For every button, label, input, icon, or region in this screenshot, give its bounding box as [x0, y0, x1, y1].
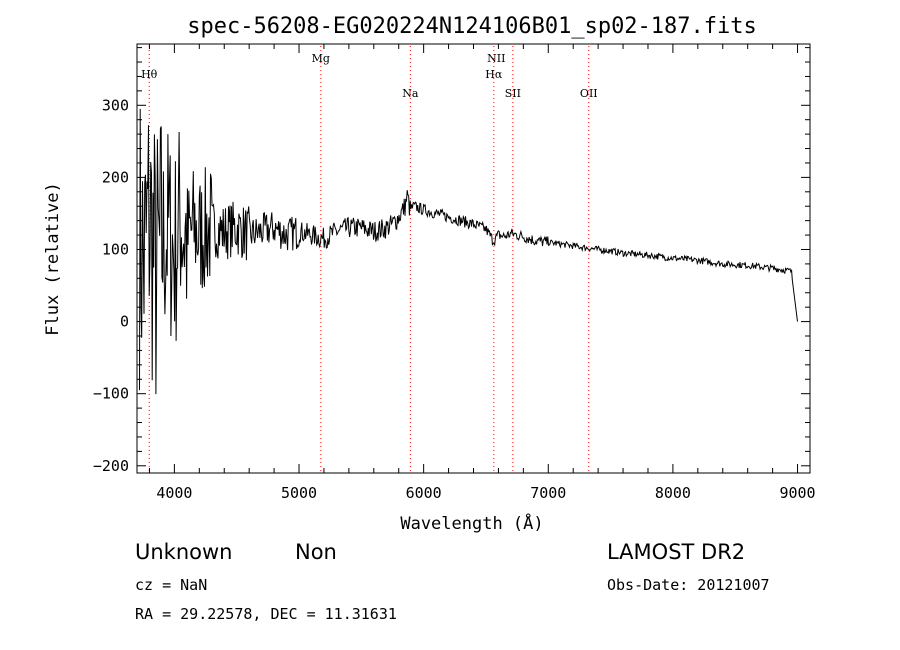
y-tick-label: 300 — [102, 96, 129, 114]
emission-line-label: Na — [402, 87, 419, 100]
subclass-label: Non — [295, 540, 337, 564]
emission-line-label: Hα — [485, 68, 503, 81]
redshift-text: cz = NaN — [135, 576, 208, 594]
emission-line-label: OII — [580, 87, 598, 100]
coordinates-text: RA = 29.22578, DEC = 11.31631 — [135, 605, 397, 623]
x-tick-label: 6000 — [406, 484, 442, 502]
x-tick-label: 9000 — [779, 484, 815, 502]
spectrum-series-line — [139, 108, 798, 395]
x-tick-label: 8000 — [655, 484, 691, 502]
y-tick-label: 200 — [102, 168, 129, 186]
x-tick-label: 5000 — [281, 484, 317, 502]
chart-title: spec-56208-EG020224N124106B01_sp02-187.f… — [187, 14, 757, 39]
emission-line-label: SII — [505, 87, 521, 100]
y-tick-label: 100 — [102, 240, 129, 258]
y-tick-label: 0 — [120, 313, 129, 331]
obs-date-text: Obs-Date: 20121007 — [607, 576, 770, 594]
x-tick-label: 4000 — [156, 484, 192, 502]
emission-line-label: Hθ — [141, 68, 158, 81]
class-label: Unknown — [135, 540, 233, 564]
survey-label: LAMOST DR2 — [607, 540, 746, 564]
y-axis-label: Flux (relative) — [43, 182, 63, 336]
y-tick-label: −100 — [93, 385, 129, 403]
x-axis: 4000 5000 6000 7000 8000 9000 — [148, 44, 816, 502]
x-axis-label: Wavelength (Å) — [400, 512, 543, 534]
emission-line-label: Mg — [312, 52, 330, 65]
y-tick-label: −200 — [93, 457, 129, 475]
emission-line-label: NII — [487, 52, 505, 65]
plot-frame — [136, 43, 811, 474]
x-tick-label: 7000 — [530, 484, 566, 502]
